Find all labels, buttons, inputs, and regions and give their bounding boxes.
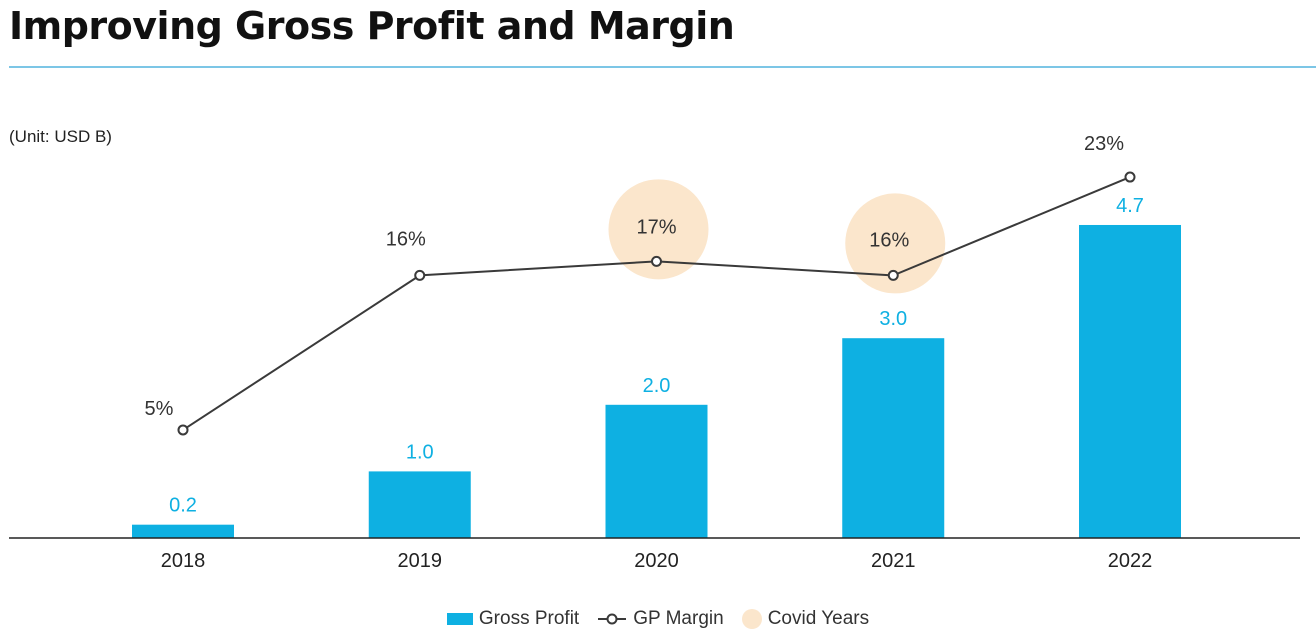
legend-label-gross-profit: Gross Profit — [478, 608, 580, 629]
gp-margin-label-2019: 16% — [386, 228, 426, 250]
legend-item-covid-years: Covid Years — [741, 608, 870, 630]
bar-label-2020: 2.0 — [643, 375, 671, 397]
bar-label-2018: 0.2 — [169, 495, 197, 517]
bar-2021 — [842, 338, 945, 538]
gp-margin-label-2018: 5% — [145, 398, 174, 420]
covid-highlight-2021 — [845, 193, 946, 294]
x-tick-2022: 2022 — [1108, 550, 1153, 572]
x-tick-2020: 2020 — [634, 550, 679, 572]
legend-label-gp-margin: GP Margin — [633, 608, 724, 629]
page-title: Improving Gross Profit and Margin — [9, 4, 735, 48]
gp-margin-point-2020 — [651, 255, 662, 267]
bar-label-2021: 3.0 — [879, 308, 907, 330]
gp-margin-label-2020: 17% — [636, 216, 676, 238]
x-tick-2021: 2021 — [871, 550, 916, 572]
covid-highlight-2020 — [608, 179, 709, 280]
legend-label-covid-years: Covid Years — [767, 608, 870, 629]
legend-bar-swatch — [446, 613, 473, 625]
bar-2018 — [132, 524, 234, 538]
x-tick-2018: 2018 — [161, 550, 206, 572]
chart: 0.2 1.0 2.0 3.0 4.7 2018 2019 2020 2021 2022 5% 16%… — [9, 133, 1300, 572]
bar-label-2022: 4.7 — [1116, 195, 1144, 217]
unit-label: (Unit: USD B) — [9, 127, 112, 146]
title-divider — [9, 66, 1316, 68]
gp-margin-point-2022 — [1124, 171, 1136, 183]
gp-margin-point-2019 — [414, 269, 426, 281]
gp-margin-point-2021 — [887, 269, 899, 281]
legend-line-swatch — [598, 613, 627, 625]
legend-item-gross-profit: Gross Profit — [446, 608, 580, 630]
bar-label-2019: 1.0 — [406, 441, 434, 463]
legend-covid-swatch — [741, 609, 762, 629]
bar-2020 — [605, 404, 708, 538]
gp-margin-point-2018 — [177, 424, 189, 436]
gp-margin-label-2022: 23% — [1084, 133, 1124, 155]
bar-2022 — [1079, 224, 1181, 539]
legend-item-gp-margin: GP Margin — [597, 608, 724, 630]
x-tick-2019: 2019 — [398, 550, 443, 572]
legend: Gross Profit GP Margin Covid Years — [0, 608, 1316, 630]
bar-2019 — [368, 471, 471, 538]
gp-margin-label-2021: 16% — [869, 229, 909, 251]
